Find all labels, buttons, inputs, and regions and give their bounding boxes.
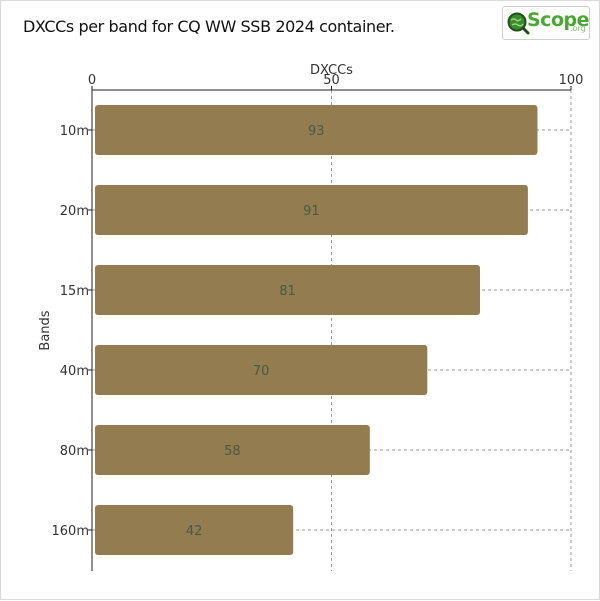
bar-40m [95, 345, 428, 395]
x-tick-label: 50 [323, 73, 340, 88]
logo-wordmark: Scope [527, 9, 590, 31]
y-tick-label: 40m [60, 364, 89, 379]
data-label: 42 [186, 524, 203, 539]
data-label: 81 [279, 284, 296, 299]
bar-160m [95, 505, 294, 555]
qscope-logo: Scope .org [502, 6, 590, 40]
y-tick-label: 160m [52, 524, 89, 539]
data-label: 93 [308, 124, 325, 139]
y-tick-label: 15m [60, 284, 89, 299]
bar-15m [95, 265, 480, 315]
data-label: 91 [303, 204, 320, 219]
bar-10m [95, 105, 538, 155]
x-axis-title: DXCCs [310, 63, 353, 78]
logo-tld: .org [570, 24, 586, 33]
y-tick-label: 10m [60, 124, 89, 139]
x-tick-label: 100 [559, 73, 584, 88]
bar-20m [95, 185, 528, 235]
data-label: 70 [253, 364, 270, 379]
y-tick-label: 20m [60, 204, 89, 219]
data-label: 58 [224, 444, 241, 459]
globe-magnifier-icon [507, 12, 530, 35]
bar-80m [95, 425, 370, 475]
y-axis-title: Bands [38, 310, 53, 350]
x-tick-label: 0 [88, 73, 96, 88]
y-tick-label: 80m [60, 444, 89, 459]
chart-title: DXCCs per band for CQ WW SSB 2024 contai… [23, 17, 395, 36]
